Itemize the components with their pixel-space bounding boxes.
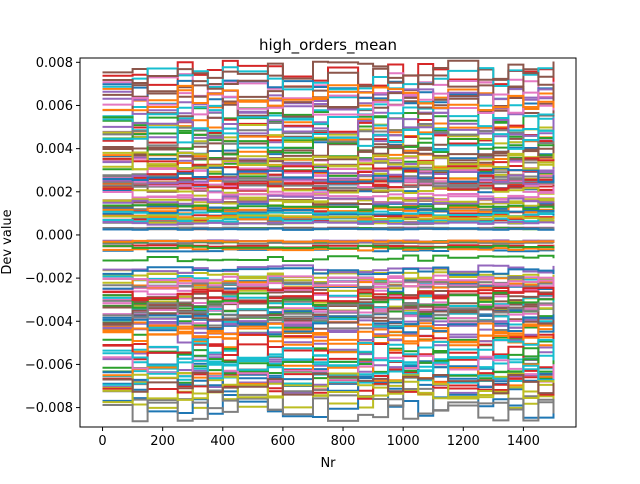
series-line-156 — [102, 274, 555, 288]
series-line-148 — [102, 214, 555, 220]
series-line-125 — [102, 59, 555, 86]
y-axis-label: Dev value — [0, 209, 15, 274]
y-tick-label: 0.006 — [36, 99, 73, 114]
series-line-147 — [102, 276, 555, 289]
series-line-152 — [102, 203, 555, 212]
y-tick-label: −0.006 — [25, 358, 73, 373]
series-line-153 — [102, 286, 555, 303]
x-tick-label: 1200 — [447, 434, 480, 449]
series-line-151 — [102, 84, 555, 112]
series-line-157 — [102, 302, 555, 322]
series-line-130 — [102, 266, 555, 276]
chart-title: high_orders_mean — [259, 36, 397, 55]
x-tick-label: 1400 — [507, 434, 540, 449]
series-layer — [102, 59, 555, 423]
x-tick-label: 800 — [331, 434, 356, 449]
series-line-150 — [102, 166, 555, 183]
y-axis: −0.008 −0.006 −0.004 −0.002 0.000 0.002 0.004 0… — [25, 56, 80, 416]
x-tick-label: 0 — [98, 434, 106, 449]
x-axis: 0 200 400 600 800 1000 1200 1400 — [98, 427, 540, 449]
y-tick-label: 0.008 — [36, 56, 73, 71]
y-tick-label: −0.002 — [25, 272, 73, 287]
series-line-126 — [102, 354, 555, 383]
series-line-159 — [102, 126, 555, 152]
series-line-91 — [102, 239, 555, 243]
series-line-149 — [102, 338, 555, 367]
series-line-140 — [102, 227, 555, 231]
y-tick-label: 0.004 — [36, 142, 73, 157]
series-line-139 — [102, 210, 555, 218]
x-tick-label: 200 — [150, 434, 175, 449]
y-tick-label: −0.008 — [25, 401, 73, 416]
series-line-31 — [102, 246, 555, 252]
series-line-158 — [102, 151, 555, 171]
series-line-141 — [102, 322, 555, 347]
x-tick-label: 1000 — [387, 434, 420, 449]
series-line-115 — [102, 146, 555, 166]
series-line-114 — [102, 220, 555, 226]
series-line-132 — [102, 254, 555, 263]
x-axis-label: Nr — [320, 456, 336, 471]
series-line-134 — [102, 194, 555, 205]
y-tick-label: 0.002 — [36, 185, 73, 200]
series-line-145 — [102, 371, 555, 396]
y-tick-label: −0.004 — [25, 315, 73, 330]
y-tick-label: 0.000 — [36, 228, 73, 243]
series-line-117 — [102, 397, 555, 423]
x-tick-label: 600 — [270, 434, 295, 449]
x-tick-label: 400 — [210, 434, 235, 449]
series-line-136 — [102, 91, 555, 116]
series-line-144 — [102, 169, 555, 185]
plot-frame — [79, 57, 577, 428]
series-line-122 — [102, 244, 555, 250]
